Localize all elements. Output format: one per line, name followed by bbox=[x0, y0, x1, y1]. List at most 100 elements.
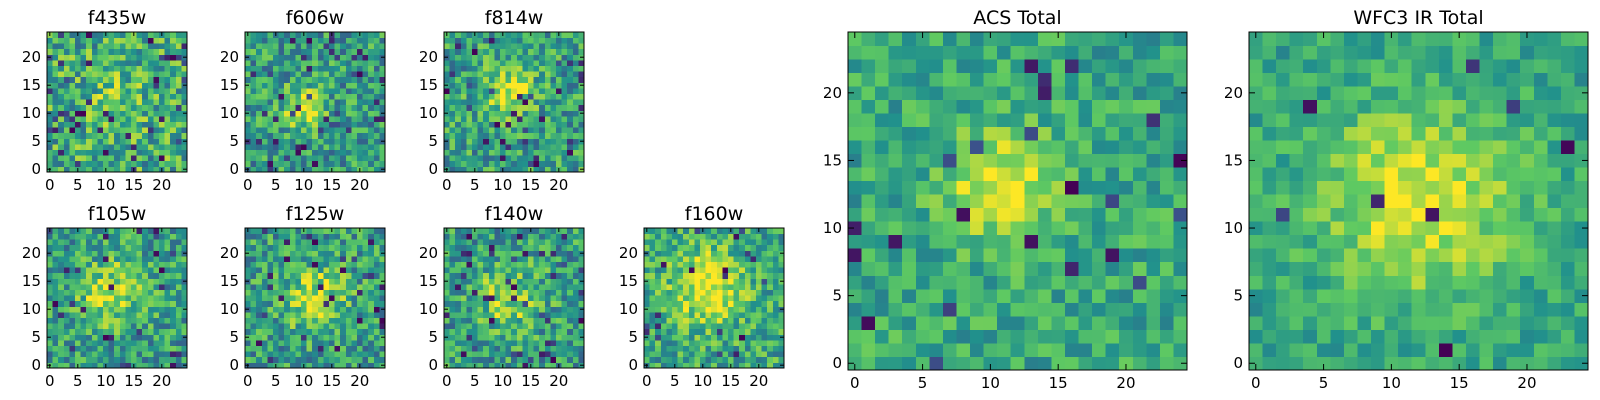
heatmap-cell bbox=[334, 54, 341, 61]
heatmap-cell bbox=[351, 99, 358, 106]
heatmap-cell bbox=[142, 76, 149, 83]
heatmap-cell bbox=[660, 300, 667, 307]
heatmap-cell bbox=[477, 239, 484, 246]
heatmap-cell bbox=[80, 289, 87, 296]
heatmap-cell bbox=[488, 71, 495, 78]
heatmap-cell bbox=[578, 345, 585, 352]
heatmap-cell bbox=[103, 300, 109, 307]
heatmap-cell bbox=[75, 155, 81, 162]
heatmap-cell bbox=[153, 256, 160, 262]
heatmap-cell bbox=[142, 267, 149, 274]
heatmap-cell bbox=[114, 295, 121, 302]
heatmap-cell bbox=[511, 356, 518, 363]
heatmap-cell bbox=[561, 82, 568, 89]
heatmap-cell bbox=[256, 345, 263, 352]
heatmap-cell bbox=[561, 116, 568, 122]
heatmap-cell bbox=[1173, 194, 1188, 209]
heatmap-cell bbox=[1159, 180, 1174, 195]
heatmap-cell bbox=[47, 345, 53, 352]
heatmap-cell bbox=[550, 132, 557, 139]
heatmap-cell bbox=[91, 312, 98, 318]
heatmap-cell bbox=[362, 351, 369, 358]
heatmap-cell bbox=[278, 43, 285, 50]
heatmap-cell bbox=[929, 207, 944, 222]
heatmap-cell bbox=[52, 32, 59, 38]
heatmap-cell bbox=[362, 233, 369, 240]
heatmap-cell bbox=[69, 267, 76, 274]
heatmap-cell bbox=[700, 334, 706, 341]
heatmap-cell bbox=[683, 228, 690, 234]
heatmap-cell bbox=[329, 351, 335, 358]
heatmap-cell bbox=[488, 54, 495, 61]
heatmap-cell bbox=[306, 345, 313, 352]
heatmap-cell bbox=[1010, 167, 1025, 182]
heatmap-cell bbox=[477, 116, 484, 122]
heatmap-cell bbox=[80, 228, 87, 234]
heatmap-cell bbox=[97, 160, 104, 167]
heatmap-cell bbox=[103, 250, 109, 257]
panel-title: f606w bbox=[286, 7, 345, 29]
heatmap-cell bbox=[329, 149, 335, 156]
heatmap-cell bbox=[528, 345, 534, 352]
heatmap-cell bbox=[556, 261, 562, 268]
heatmap-cell bbox=[273, 138, 279, 145]
heatmap-cell bbox=[511, 256, 518, 262]
heatmap-cell bbox=[1051, 234, 1066, 249]
heatmap-cell bbox=[505, 110, 512, 117]
x-tick-label: 5 bbox=[271, 372, 281, 390]
heatmap-cell bbox=[63, 340, 70, 346]
heatmap-cell bbox=[267, 155, 274, 162]
heatmap-cell bbox=[301, 323, 307, 330]
heatmap-cell bbox=[136, 104, 143, 111]
heatmap-cell bbox=[483, 272, 490, 279]
heatmap-cell bbox=[245, 239, 251, 246]
heatmap-cell bbox=[52, 127, 59, 134]
heatmap-cell bbox=[550, 340, 557, 346]
heatmap-cell bbox=[373, 88, 380, 94]
heatmap-cell bbox=[181, 312, 188, 318]
heatmap-cell bbox=[142, 289, 149, 296]
heatmap-cell bbox=[108, 295, 115, 302]
heatmap-cell bbox=[334, 362, 341, 369]
heatmap-cell bbox=[295, 37, 302, 44]
heatmap-cell bbox=[323, 356, 330, 363]
heatmap-cell bbox=[295, 312, 302, 318]
heatmap-cell bbox=[147, 99, 154, 106]
heatmap-cell bbox=[556, 160, 562, 167]
heatmap-cell bbox=[533, 362, 540, 369]
heatmap-cell bbox=[466, 233, 473, 240]
heatmap-cell bbox=[267, 244, 274, 251]
heatmap-cell bbox=[159, 233, 165, 240]
heatmap-cell bbox=[345, 60, 352, 66]
heatmap-cell bbox=[756, 289, 762, 296]
heatmap-cell bbox=[1010, 194, 1025, 209]
heatmap-cell bbox=[572, 32, 579, 38]
heatmap-cell bbox=[80, 104, 87, 111]
heatmap-cell bbox=[114, 284, 121, 290]
heatmap-cell bbox=[528, 295, 534, 302]
y-tick-label: 5 bbox=[229, 328, 239, 346]
heatmap-cell bbox=[505, 272, 512, 279]
heatmap-cell bbox=[572, 256, 579, 262]
heatmap-cell bbox=[334, 317, 341, 324]
heatmap-cell bbox=[373, 93, 380, 100]
heatmap-cell bbox=[91, 54, 98, 61]
heatmap-cell bbox=[284, 116, 291, 122]
heatmap-cell bbox=[250, 312, 257, 318]
heatmap-cell bbox=[181, 351, 188, 358]
heatmap-cell bbox=[58, 110, 65, 117]
heatmap-cell bbox=[772, 362, 779, 369]
heatmap-cell bbox=[329, 93, 335, 100]
heatmap-cell bbox=[306, 317, 313, 324]
heatmap-cell bbox=[170, 256, 177, 262]
heatmap-cell bbox=[733, 267, 740, 274]
heatmap-cell bbox=[472, 132, 478, 139]
heatmap-cell bbox=[245, 244, 251, 251]
heatmap-cell bbox=[572, 306, 579, 313]
heatmap-cell bbox=[301, 261, 307, 268]
heatmap-cell bbox=[52, 149, 59, 156]
heatmap-cell bbox=[550, 312, 557, 318]
heatmap-cell bbox=[273, 317, 279, 324]
heatmap-cell bbox=[75, 345, 81, 352]
heatmap-cell bbox=[379, 272, 386, 279]
